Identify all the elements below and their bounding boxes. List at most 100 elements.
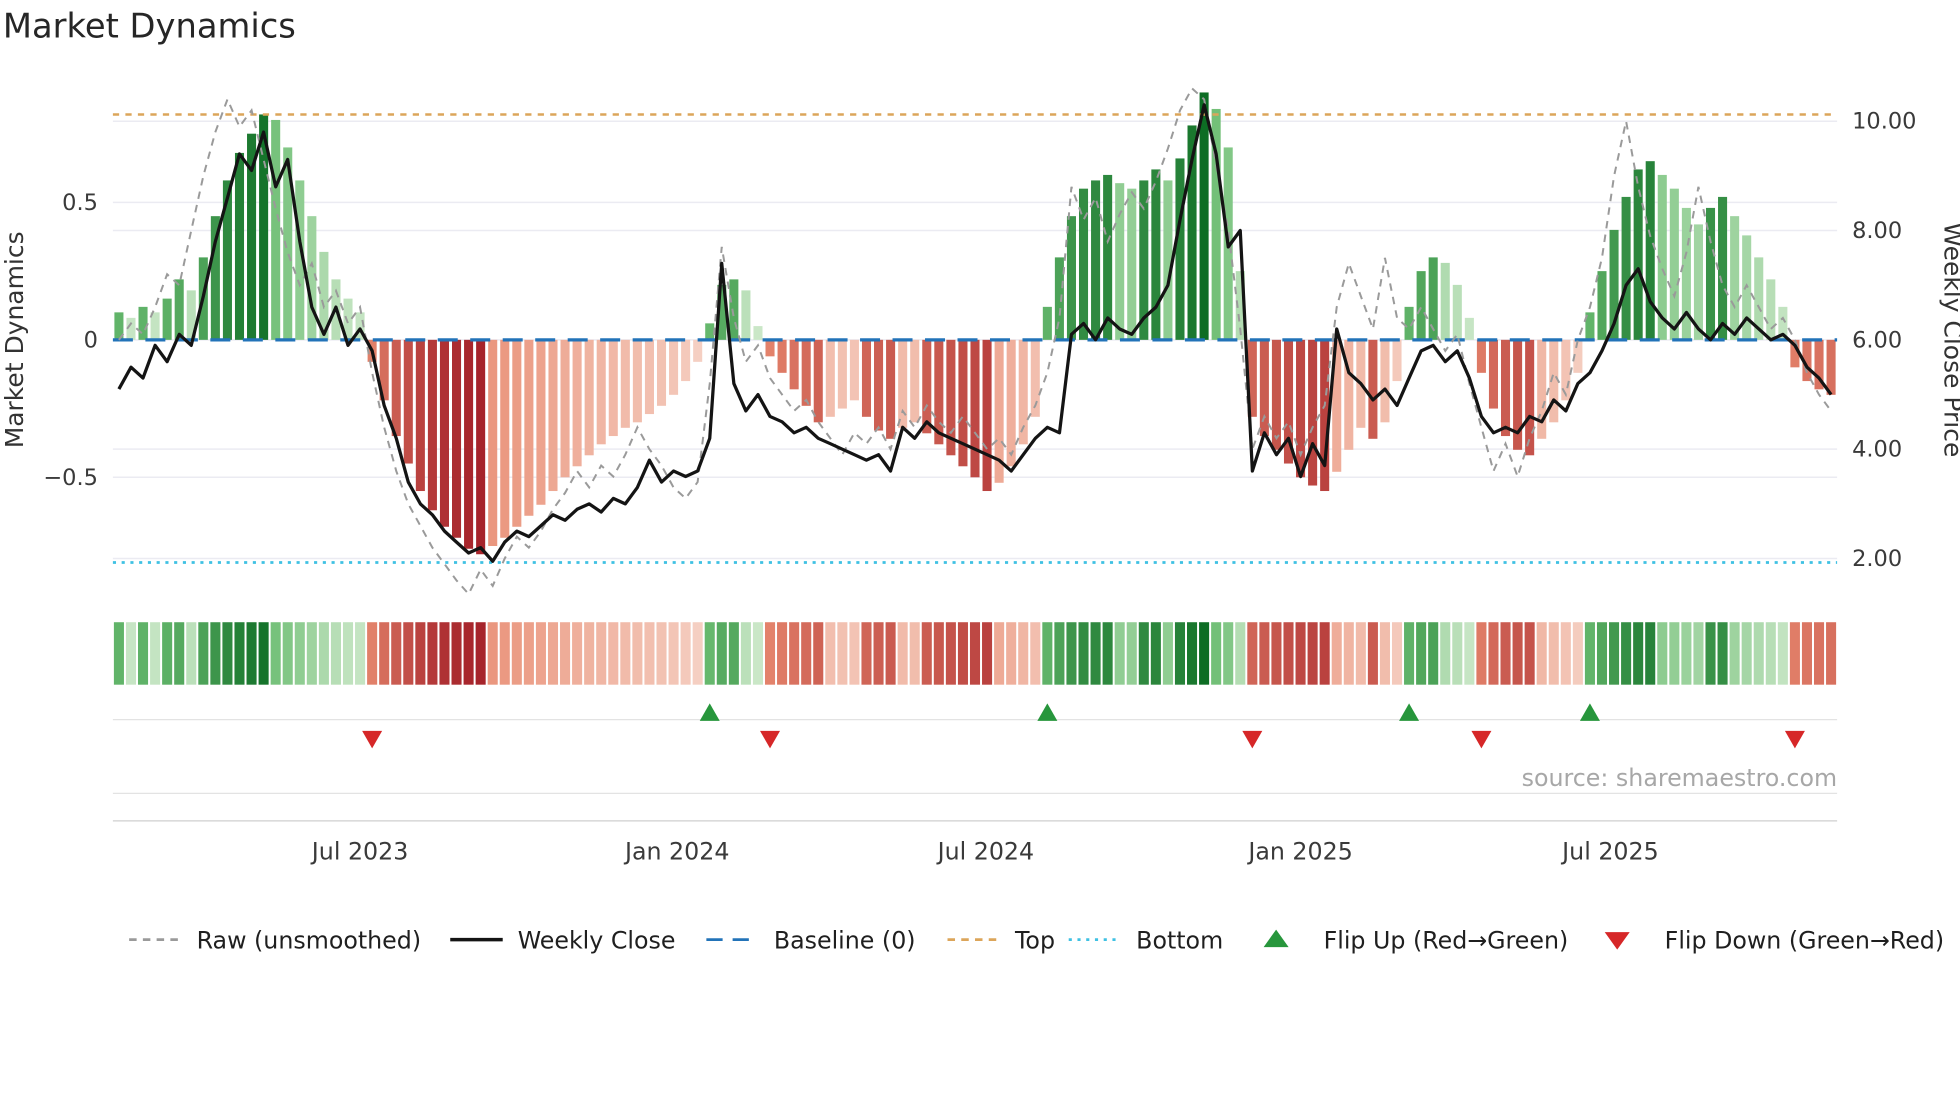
heatmap-cell bbox=[403, 622, 414, 685]
heatmap-cell bbox=[1187, 622, 1198, 685]
dynamics-bar bbox=[1814, 339, 1824, 390]
heatmap-cell bbox=[391, 622, 402, 685]
heatmap-cell bbox=[1066, 622, 1077, 685]
dynamics-bar bbox=[512, 339, 522, 527]
left-tick-label: 0 bbox=[84, 327, 98, 353]
legend-label: Weekly Close bbox=[518, 926, 676, 954]
heatmap-cell bbox=[222, 622, 233, 685]
legend-item: Baseline (0) bbox=[706, 926, 916, 954]
dynamics-bar bbox=[1621, 196, 1631, 340]
dynamics-bar bbox=[1428, 257, 1438, 340]
dynamics-bar bbox=[705, 323, 715, 340]
heatmap-cell bbox=[560, 622, 571, 685]
dynamics-bar bbox=[1006, 339, 1016, 467]
right-tick-label: 6.00 bbox=[1852, 327, 1902, 353]
dynamics-bar bbox=[439, 339, 450, 527]
dynamics-bar bbox=[934, 339, 944, 445]
heatmap-cell bbox=[1054, 622, 1065, 685]
heatmap-cell bbox=[258, 622, 269, 685]
heatmap-cell bbox=[150, 622, 161, 685]
heatmap-cell bbox=[1669, 622, 1680, 685]
heatmap-cell bbox=[1596, 622, 1608, 685]
legend-item: Weekly Close bbox=[450, 926, 675, 954]
x-tick-label: Jul 2024 bbox=[936, 838, 1035, 866]
legend-label: Raw (unsmoothed) bbox=[197, 926, 421, 954]
heatmap-cell bbox=[1259, 622, 1270, 685]
heatmap-cell bbox=[246, 622, 257, 685]
heatmap-cell bbox=[1307, 622, 1318, 685]
heatmap-cell bbox=[1199, 622, 1210, 685]
dynamics-bar bbox=[162, 298, 172, 340]
heatmap-cell bbox=[849, 622, 860, 685]
dynamics-bar bbox=[1464, 317, 1474, 340]
heatmap-cell bbox=[1765, 622, 1776, 685]
dynamics-bar bbox=[970, 339, 980, 478]
flip-marker-panel bbox=[112, 703, 1838, 822]
dynamics-bar bbox=[1657, 174, 1667, 340]
heatmap-cell bbox=[125, 622, 137, 685]
dynamics-bar bbox=[271, 119, 281, 340]
dynamics-bar bbox=[1054, 257, 1064, 340]
dynamics-bar bbox=[1066, 216, 1076, 340]
heatmap-cell bbox=[1488, 622, 1499, 685]
heatmap-cell bbox=[1355, 622, 1366, 685]
dynamics-bar bbox=[210, 216, 220, 340]
dynamics-bar bbox=[259, 114, 269, 340]
flip-up-marker bbox=[699, 703, 720, 721]
dynamics-bar bbox=[1199, 92, 1209, 340]
dynamics-bars bbox=[114, 92, 1836, 555]
left-axis-label: Market Dynamics bbox=[0, 231, 29, 448]
heatmap-cell bbox=[1777, 622, 1788, 685]
x-tick-label: Jan 2025 bbox=[1246, 838, 1352, 866]
x-tick-label: Jan 2024 bbox=[623, 838, 729, 866]
heatmap-cell bbox=[1211, 622, 1222, 685]
heatmap-cell bbox=[1452, 622, 1463, 685]
heatmap-cell bbox=[994, 622, 1005, 685]
heatmap-cell bbox=[1042, 622, 1053, 685]
heatmap-cell bbox=[1416, 622, 1427, 685]
heatmap-cell bbox=[1006, 622, 1017, 685]
dynamics-bar bbox=[1163, 180, 1173, 340]
heatmap-cell bbox=[752, 622, 763, 685]
dynamics-bar bbox=[1537, 339, 1547, 439]
dynamics-bar bbox=[789, 339, 799, 390]
dynamics-bar bbox=[1091, 180, 1101, 340]
heatmap-cell bbox=[873, 622, 884, 685]
dynamics-bar bbox=[1597, 271, 1607, 340]
dynamics-bar bbox=[1151, 169, 1161, 340]
flip-down-marker bbox=[760, 730, 781, 749]
dynamics-bar bbox=[1404, 306, 1414, 340]
dynamics-bar bbox=[837, 339, 847, 409]
heatmap-cell bbox=[861, 622, 872, 685]
dynamics-bar bbox=[753, 326, 763, 340]
heatmap-cell bbox=[789, 622, 800, 685]
dynamics-bar bbox=[1078, 188, 1089, 340]
dynamics-bar bbox=[1368, 339, 1378, 439]
dynamics-bar bbox=[946, 339, 956, 456]
raw-unsmoothed-line bbox=[118, 86, 1832, 596]
heatmap-cell bbox=[1018, 622, 1029, 685]
heatmap-cell bbox=[355, 622, 366, 685]
dynamics-bar bbox=[572, 339, 582, 467]
dynamics-bar bbox=[1308, 339, 1318, 486]
heatmap-cell bbox=[342, 622, 354, 685]
dynamics-bar bbox=[295, 180, 305, 340]
heatmap-cell bbox=[572, 622, 583, 685]
heatmap-cell bbox=[1126, 622, 1137, 685]
dynamics-bar bbox=[1718, 196, 1728, 340]
dynamics-bar bbox=[452, 339, 462, 538]
dynamics-bar bbox=[488, 339, 498, 547]
heatmap-cell bbox=[1789, 622, 1800, 685]
dynamics-bar bbox=[1440, 262, 1450, 340]
heatmap-cell bbox=[463, 622, 474, 685]
x-tick-label: Jul 2025 bbox=[1560, 838, 1659, 866]
heatmap-cell bbox=[1645, 622, 1656, 685]
flip-up-marker bbox=[1037, 703, 1058, 721]
dynamics-bar bbox=[1513, 339, 1523, 450]
heatmap-cell bbox=[982, 622, 993, 685]
dynamics-bar bbox=[608, 339, 618, 437]
reference-lines bbox=[112, 113, 1838, 564]
heatmap-cell bbox=[764, 622, 776, 685]
dynamics-bar bbox=[1175, 158, 1185, 340]
